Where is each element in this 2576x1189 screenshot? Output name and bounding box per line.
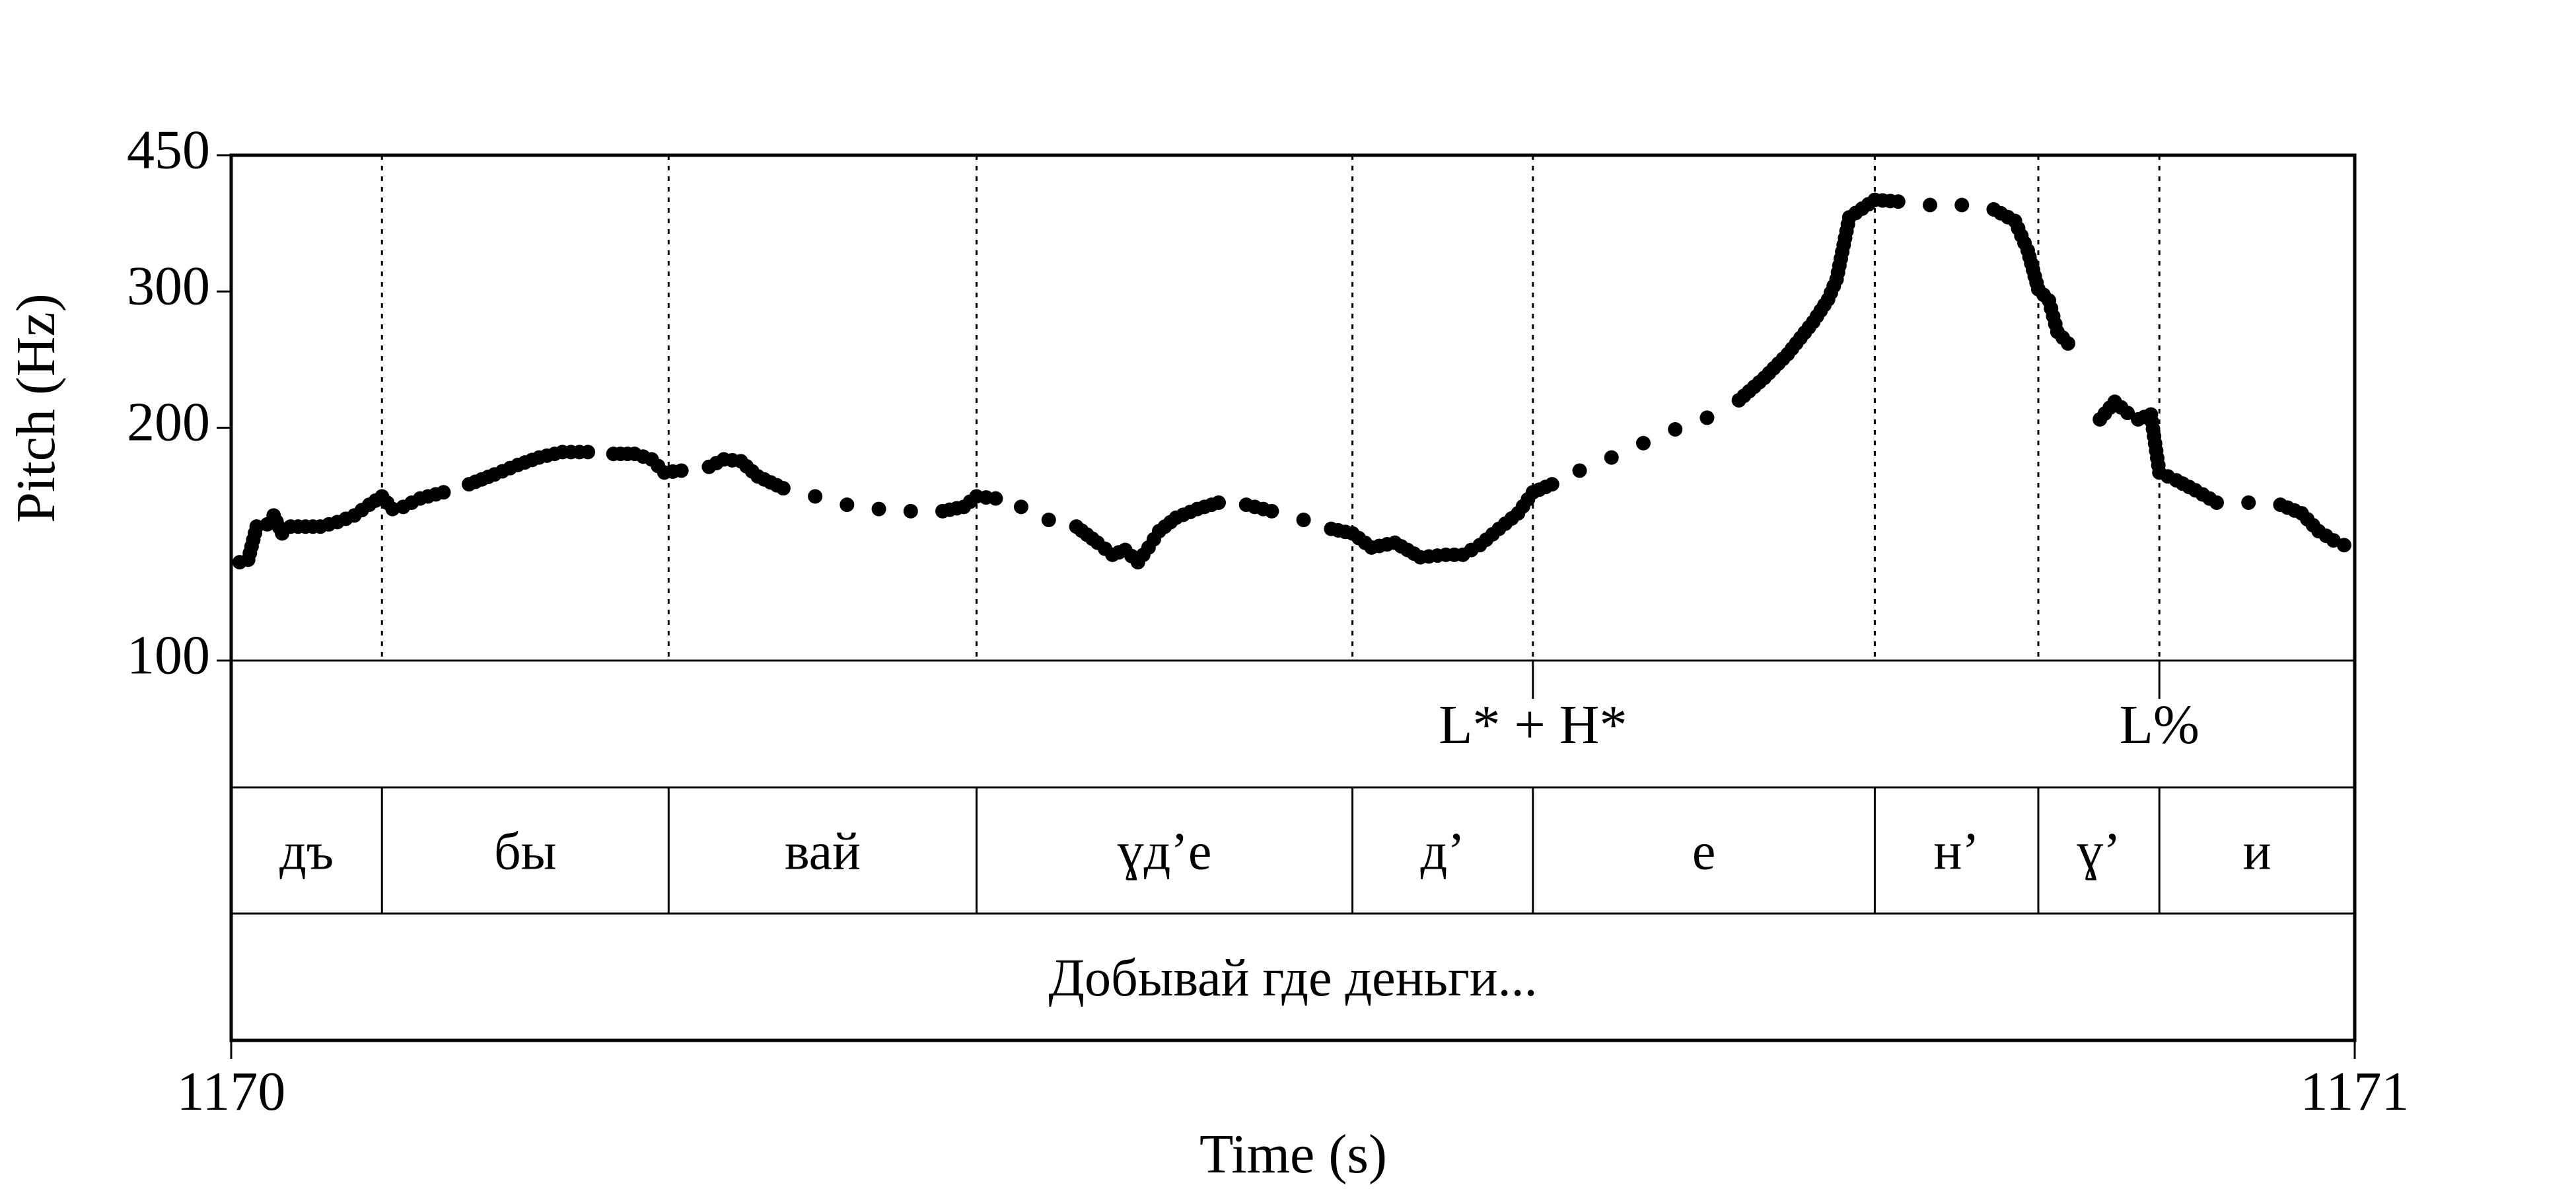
pitch-point xyxy=(775,481,791,496)
pitch-point xyxy=(1013,499,1028,515)
pitch-points xyxy=(232,192,2351,570)
pitch-point xyxy=(1954,198,1970,213)
tone-tier-labels: L* + H* L% xyxy=(1439,661,2200,756)
pitch-point xyxy=(1890,194,1906,209)
pitch-point xyxy=(2120,406,2135,421)
segment-label: вай xyxy=(785,823,861,881)
tone-label: L* + H* xyxy=(1439,694,1627,756)
segment-boundary-lines xyxy=(380,155,2161,914)
pitch-point xyxy=(1635,435,1651,450)
y-tick-label: 200 xyxy=(127,392,210,453)
pitch-point xyxy=(1264,503,1279,519)
pitch-point xyxy=(2209,495,2225,510)
pitch-point xyxy=(436,485,451,500)
segment-label: и xyxy=(2243,823,2272,881)
pitch-point xyxy=(2241,495,2256,510)
pitch-point xyxy=(1041,513,1056,528)
segment-label: дъ xyxy=(279,823,334,881)
segment-label: е xyxy=(1692,823,1716,881)
pitch-point xyxy=(1544,477,1559,492)
x-axis-title: Time (s) xyxy=(1199,1124,1387,1185)
pitch-point xyxy=(903,503,918,519)
pitch-point xyxy=(1296,513,1311,528)
phrase-label: Добывай где деньги... xyxy=(1048,949,1537,1007)
plot-frame xyxy=(229,153,2357,1042)
pitch-point xyxy=(808,489,823,504)
pitch-point xyxy=(840,497,855,513)
pitch-point xyxy=(1668,422,1683,437)
segment-label: н’ xyxy=(1933,823,1979,881)
segment-label: д’ xyxy=(1420,823,1464,881)
pitch-point xyxy=(2336,538,2351,553)
axis-tick-marks xyxy=(217,154,2356,1059)
pitch-point xyxy=(1211,495,1226,510)
pitch-point xyxy=(871,501,886,517)
y-tick-label: 100 xyxy=(127,624,210,686)
segment-tier-labels: дъ бы вай ɣд’е д’ е н’ ɣ’ и xyxy=(279,823,2271,881)
y-axis-title: Pitch (Hz) xyxy=(5,293,67,523)
pitch-point xyxy=(1572,463,1587,478)
pitch-point xyxy=(581,445,596,460)
y-tick-label: 300 xyxy=(127,256,210,317)
segment-label: ɣд’е xyxy=(1118,823,1212,881)
pitch-point xyxy=(988,491,1003,506)
tone-label: L% xyxy=(2120,694,2200,756)
pitch-point xyxy=(1604,450,1619,465)
pitch-point xyxy=(2060,336,2075,351)
pitch-point xyxy=(674,463,689,478)
pitch-point xyxy=(1923,198,1937,213)
segment-label: бы xyxy=(494,823,556,881)
y-tick-label: 450 xyxy=(127,119,210,180)
x-tick-label: 1171 xyxy=(2301,1061,2410,1122)
segment-label: ɣ’ xyxy=(2077,823,2121,881)
pitch-point xyxy=(1699,410,1715,425)
x-tick-label: 1170 xyxy=(177,1061,286,1122)
tier-divider-lines xyxy=(231,659,2355,915)
phrase-tier-labels: Добывай где деньги... xyxy=(1048,949,1537,1007)
